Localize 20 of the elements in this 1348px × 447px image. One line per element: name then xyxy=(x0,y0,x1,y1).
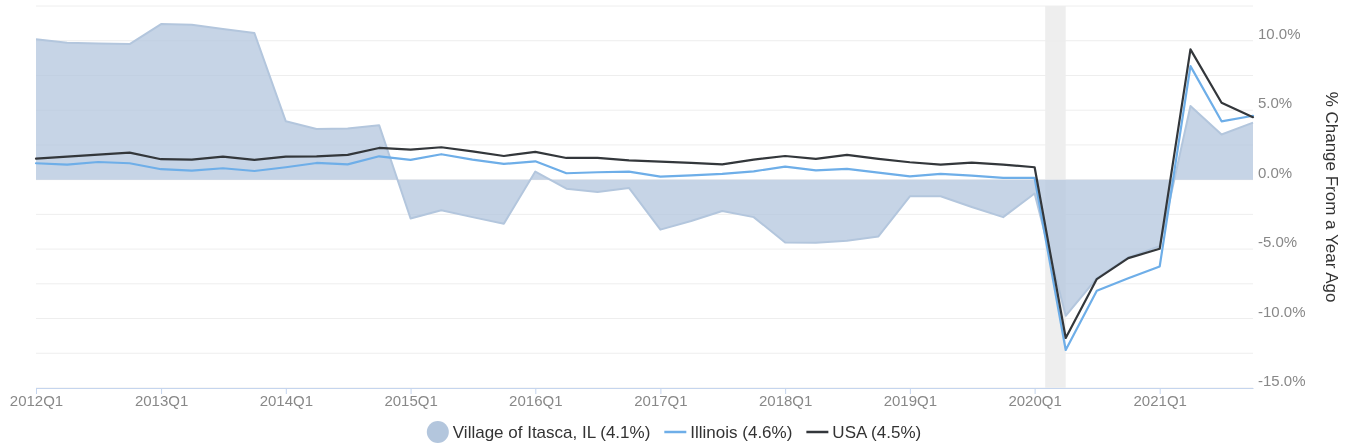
x-tick-label: 2018Q1 xyxy=(758,392,813,409)
x-tick-label: 2017Q1 xyxy=(634,392,688,409)
y-axis-title: % Change From a Year Ago xyxy=(1322,91,1341,303)
x-tick-label: 2012Q1 xyxy=(9,392,64,409)
y-tick-label: 10.0% xyxy=(1258,24,1301,42)
x-tick-label: 2019Q1 xyxy=(883,392,938,409)
x-tick-label: 2014Q1 xyxy=(259,392,314,409)
x-tick-label: 2013Q1 xyxy=(134,392,189,409)
y-tick-label: -15.0% xyxy=(1258,372,1306,390)
legend-label: Village of Itasca, IL (4.1%) xyxy=(452,423,651,442)
x-tick-label: 2016Q1 xyxy=(509,392,563,409)
x-tick-label: 2015Q1 xyxy=(384,392,438,409)
legend-label: USA (4.5%) xyxy=(832,423,922,442)
y-tick-label: 5.0% xyxy=(1258,94,1293,112)
y-tick-label: -10.0% xyxy=(1258,302,1306,320)
y-tick-label: 0.0% xyxy=(1258,163,1293,181)
x-tick-label: 2020Q1 xyxy=(1008,392,1062,409)
x-tick-label: 2021Q1 xyxy=(1133,392,1187,409)
y-tick-label: -5.0% xyxy=(1258,233,1298,251)
legend-label: Illinois (4.6%) xyxy=(690,423,793,442)
